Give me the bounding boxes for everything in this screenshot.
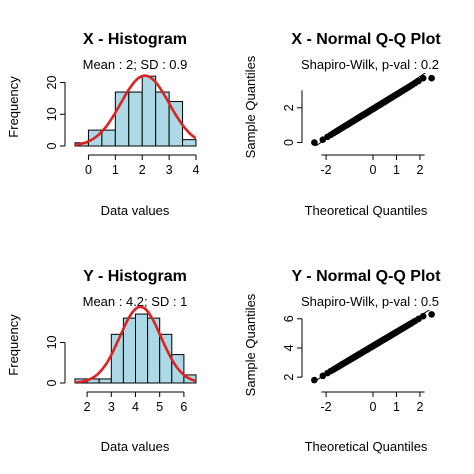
x-tick-label: 0 [370,400,377,414]
x-histogram-panel: X - Histogram Mean : 2; SD : 0.9 0 1 2 3 4 0… [6,31,200,218]
qq-point [311,376,318,384]
x-tick-label: 3 [108,400,115,414]
x-axis: 0 1 2 3 4 [85,154,200,177]
chart-title: X - Histogram [83,31,187,48]
y-tick-label: 2 [282,104,296,111]
x-tick-label: 6 [180,400,187,414]
y-tick-label: 6 [282,315,296,322]
x-tick-label: 4 [193,163,200,177]
normal-density-curve [75,74,196,146]
y-axis: 2 4 6 [282,315,303,381]
y-axis-label: Sample Quantiles [243,55,258,158]
y-tick-label: 2 [282,374,296,381]
x-axis-label: Theoretical Quantiles [305,439,428,454]
qq-point [428,311,435,318]
x-axis: -2 0 1 2 [321,391,425,414]
y-tick-label: 20 [45,76,59,90]
x-axis-label: Theoretical Quantiles [305,203,428,218]
x-qq-panel: X - Normal Q-Q Plot Shapiro-Wilk, p-val … [243,31,441,218]
y-axis-label: Frequency [6,314,21,376]
y-axis-label: Sample Quantiles [243,293,258,396]
x-axis: -2 0 1 2 [321,154,425,177]
x-tick-label: 0 [370,163,377,177]
qq-point [311,139,318,146]
histogram-bar [128,91,143,147]
x-tick-label: 1 [112,163,119,177]
x-tick-label: 5 [156,400,163,414]
x-tick-label: -2 [321,400,332,414]
histogram-bar [98,378,112,384]
density-curve-line [75,74,196,146]
qq-point [419,74,427,82]
histogram-bars [74,75,197,147]
x-tick-label: 1 [393,163,400,177]
x-axis: 2 3 4 5 6 [84,391,187,414]
y-axis-label: Frequency [6,76,21,138]
x-axis-label: Data values [101,203,170,218]
chart-subtitle: Mean : 2; SD : 0.9 [83,57,188,72]
histogram-bar [101,129,116,147]
x-tick-label: 2 [416,163,423,177]
x-axis-label: Data values [101,439,170,454]
y-tick-label: 0 [45,142,59,149]
density-curve-line [75,305,196,383]
y-histogram-panel: Y - Histogram Mean : 4.2; SD : 1 2 3 4 5 6 0… [6,268,197,454]
chart-title: Y - Histogram [83,268,187,285]
histogram-bars [74,313,197,384]
qq-point [428,74,435,82]
chart-subtitle: Shapiro-Wilk, p-val : 0.5 [301,294,439,309]
x-tick-label: 4 [132,400,139,414]
y-tick-label: 10 [45,107,59,121]
x-tick-label: 1 [393,400,400,414]
y-tick-label: 10 [45,335,59,349]
histogram-bar [182,139,197,147]
y-tick-label: 0 [282,139,296,146]
chart-subtitle: Mean : 4.2; SD : 1 [83,294,188,309]
x-tick-label: 2 [416,400,423,414]
y-tick-label: 0 [45,379,59,386]
x-tick-label: 2 [139,163,146,177]
y-axis: 02 [282,90,303,146]
y-tick-label: 4 [282,344,296,351]
x-tick-label: 2 [84,400,91,414]
qq-points [311,74,435,146]
x-tick-label: 3 [166,163,173,177]
qq-points [311,311,435,384]
chart-subtitle: Shapiro-Wilk, p-val : 0.2 [301,57,439,72]
normal-density-curve [75,305,196,383]
chart-title: X - Normal Q-Q Plot [291,31,441,48]
y-axis: 0 10 20 [45,76,66,149]
histogram-bar [135,313,149,384]
x-tick-label: -2 [321,163,332,177]
y-axis: 0 10 [45,335,66,386]
histogram-bar [141,75,157,147]
qq-point [419,312,427,320]
y-qq-panel: Y - Normal Q-Q Plot Shapiro-Wilk, p-val … [243,268,441,454]
chart-title: Y - Normal Q-Q Plot [291,268,441,285]
x-tick-label: 0 [85,163,92,177]
